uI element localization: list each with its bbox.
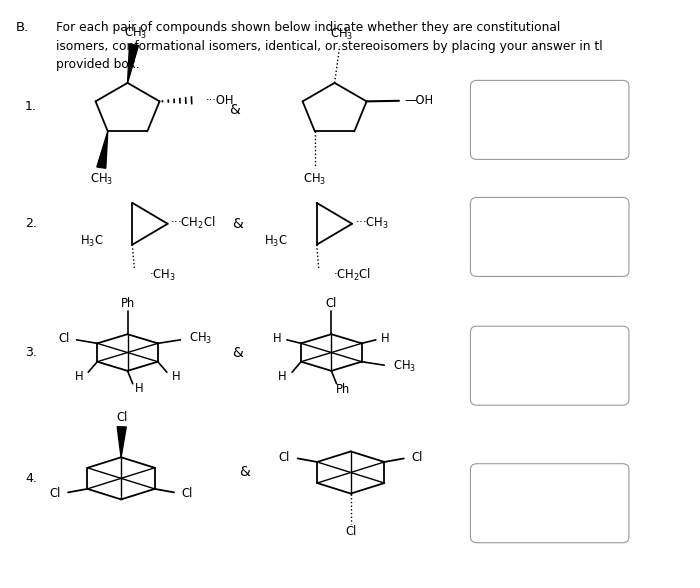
Text: ···OH: ···OH [206,93,234,106]
Polygon shape [97,131,108,168]
Text: Ph: Ph [120,298,134,310]
Text: CH$_3$: CH$_3$ [393,359,416,374]
Text: H: H [135,382,143,395]
Text: 3.: 3. [25,346,37,359]
Text: ···CH$_2$Cl: ···CH$_2$Cl [170,215,216,231]
Text: Cl: Cl [345,525,356,538]
Text: H: H [172,370,181,383]
Text: Cl: Cl [326,298,337,310]
FancyBboxPatch shape [470,464,629,543]
Text: H: H [273,332,281,345]
Text: &: & [229,103,239,116]
Text: —OH: —OH [405,94,434,107]
FancyBboxPatch shape [470,326,629,405]
Text: CH$_3$: CH$_3$ [90,172,113,187]
Text: ···CH$_3$: ···CH$_3$ [355,216,388,230]
FancyBboxPatch shape [470,198,629,276]
Text: Cl: Cl [182,487,193,500]
Text: Ph: Ph [336,383,350,396]
Text: &: & [232,346,243,359]
Text: CH$_3$: CH$_3$ [330,26,354,42]
Text: &: & [232,217,243,230]
Text: H$_3$C: H$_3$C [80,234,103,249]
Text: Cl: Cl [412,451,423,464]
Text: Cl: Cl [49,487,60,500]
Text: ·CH$_2$Cl: ·CH$_2$Cl [333,267,371,283]
Text: CH$_3$: CH$_3$ [189,331,212,346]
Text: CH$_3$: CH$_3$ [125,26,148,41]
FancyBboxPatch shape [470,81,629,159]
Text: Cl: Cl [59,332,70,345]
Text: CH$_3$: CH$_3$ [303,172,326,188]
Text: H: H [278,370,287,383]
Text: H: H [381,332,390,345]
Text: 2.: 2. [25,218,37,230]
Polygon shape [117,427,126,457]
Text: For each pair of compounds shown below indicate whether they are constitutional
: For each pair of compounds shown below i… [57,21,603,71]
Text: Cl: Cl [279,451,290,464]
Text: B.: B. [15,21,29,34]
Text: ·CH$_3$: ·CH$_3$ [148,268,176,283]
Polygon shape [127,44,139,83]
Text: H: H [74,370,83,383]
Text: &: & [239,466,249,479]
Text: H$_3$C: H$_3$C [264,234,288,249]
Text: 4.: 4. [25,472,37,485]
Text: Cl: Cl [116,411,127,424]
Text: 1.: 1. [25,100,37,113]
